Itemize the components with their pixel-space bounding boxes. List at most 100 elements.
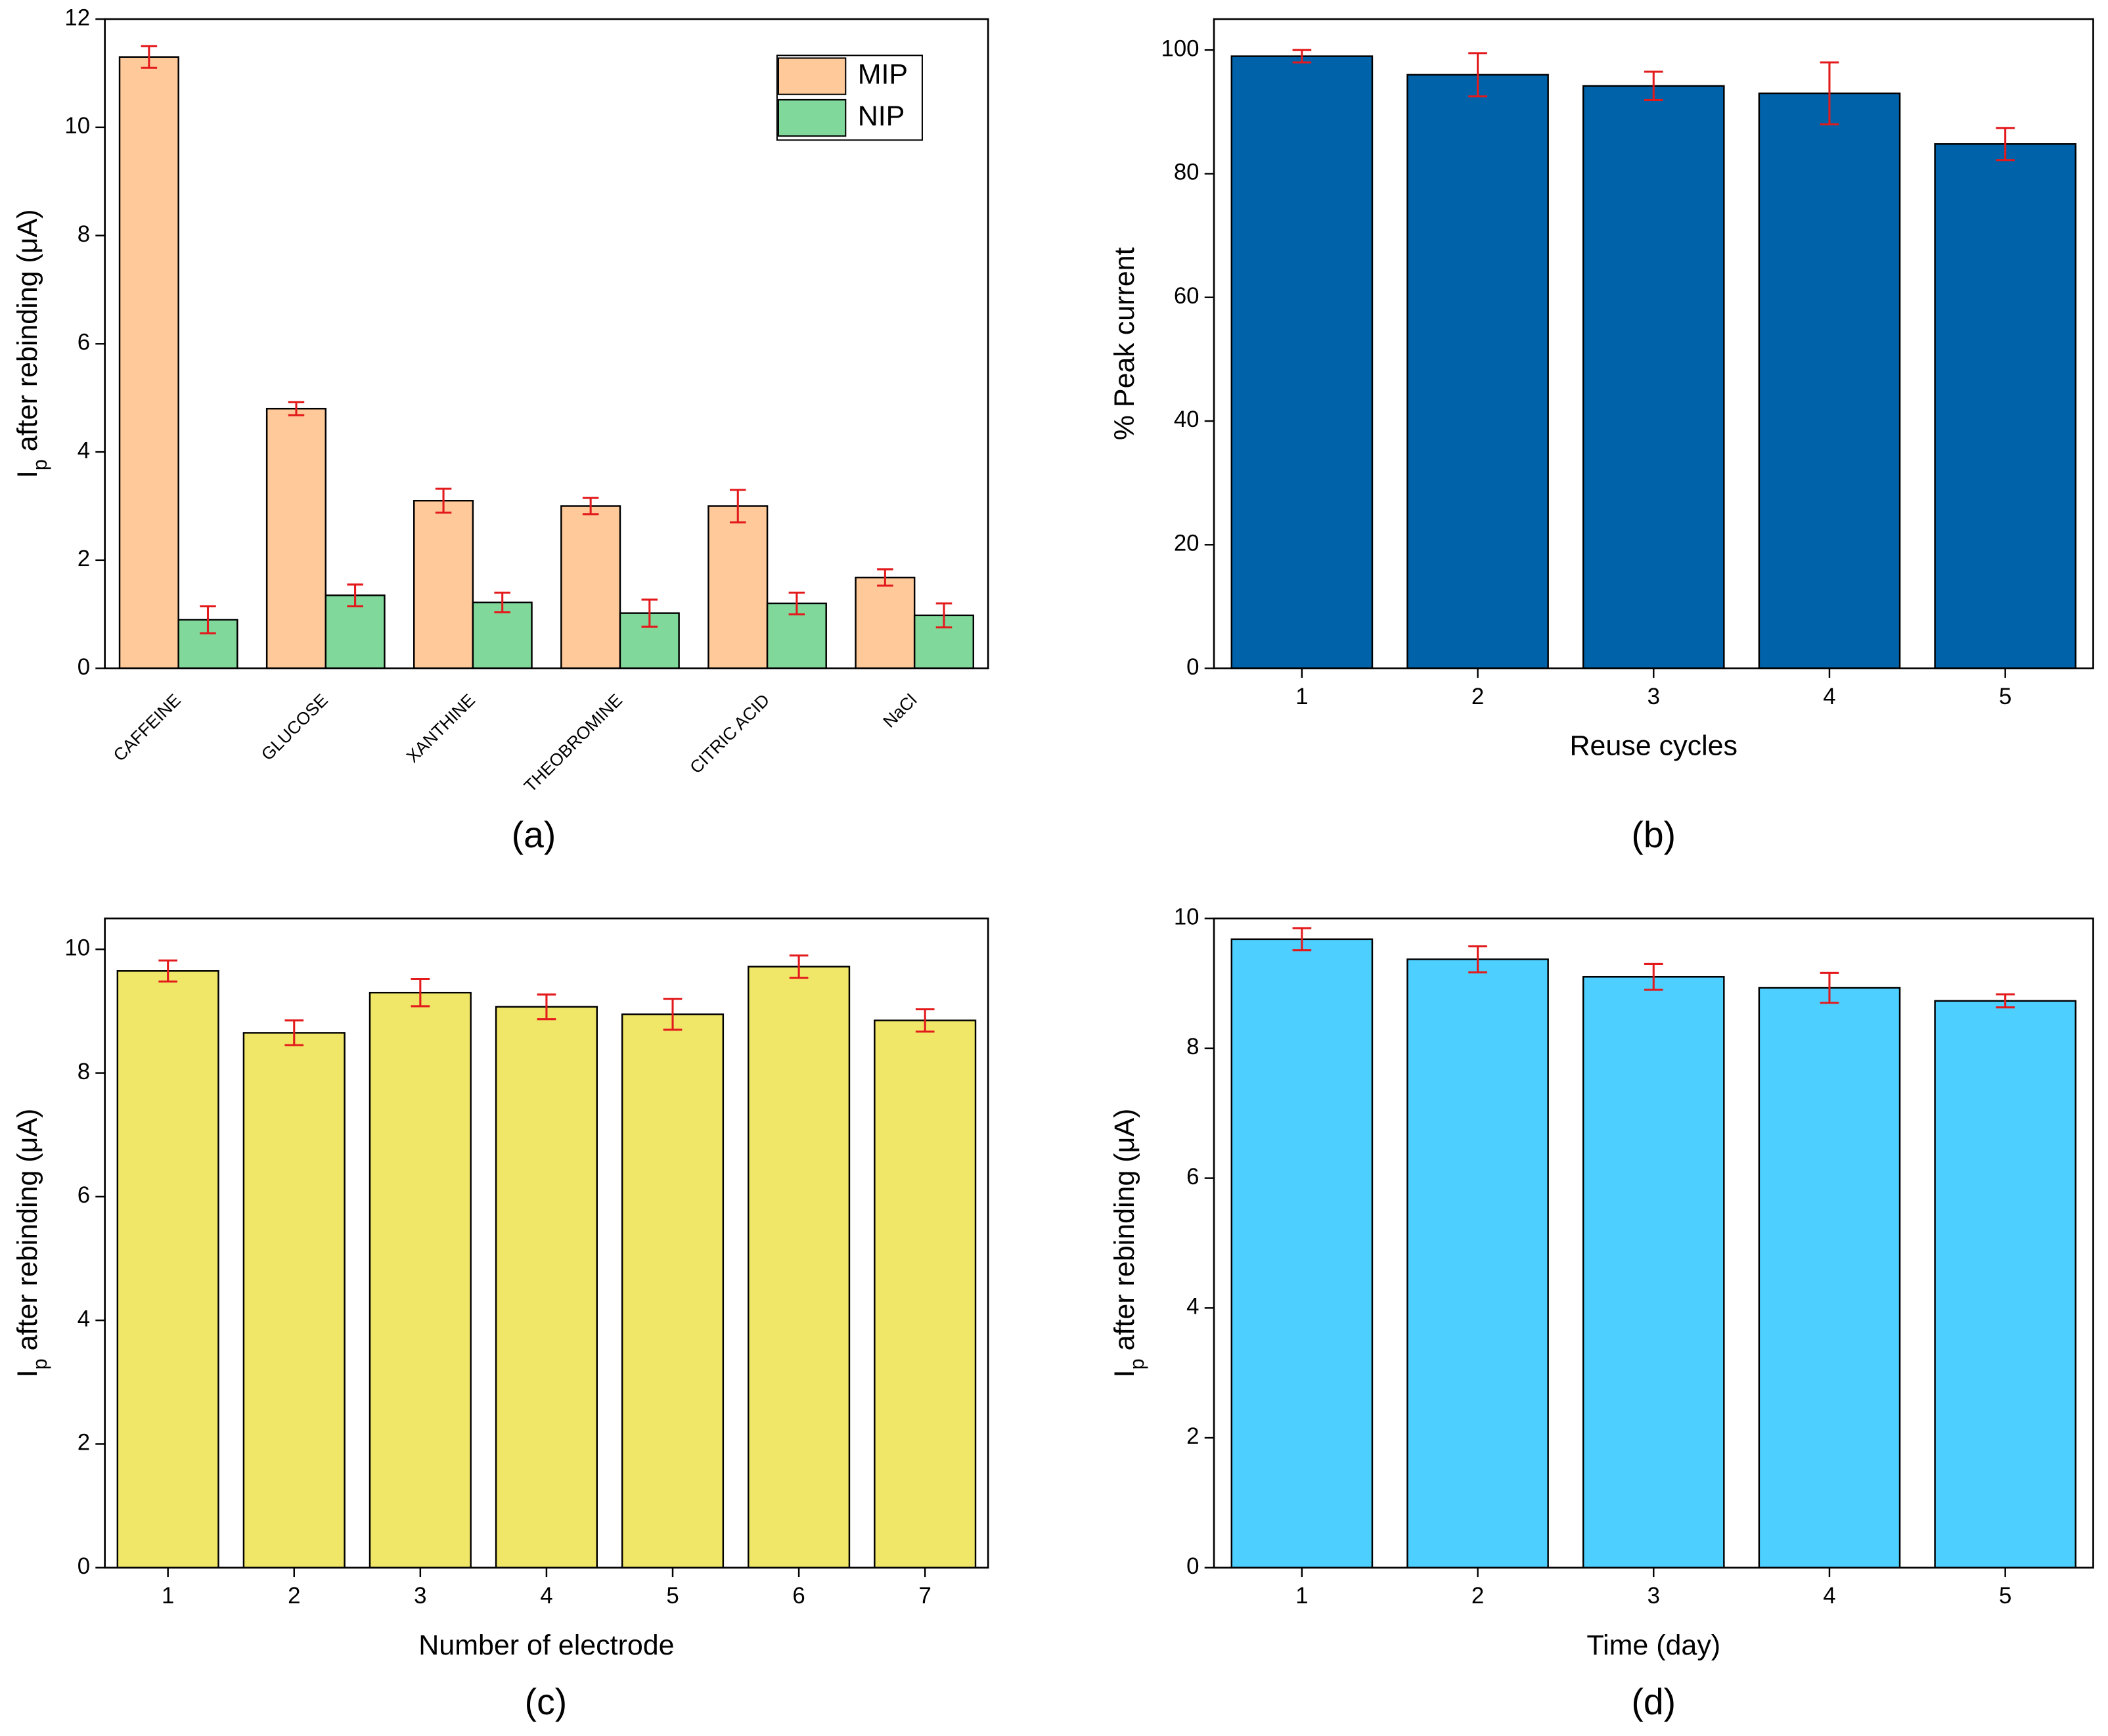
y-tick-label: 4 (78, 438, 90, 463)
bar (1934, 143, 2076, 669)
error-bar (877, 568, 893, 587)
error-bar (141, 45, 158, 69)
y-tick-label: 60 (1174, 284, 1200, 309)
y-tick-label: 100 (1161, 36, 1199, 61)
bar (560, 505, 621, 669)
panel-caption: (d) (1631, 1681, 1676, 1722)
bar (369, 991, 472, 1569)
x-tick-label: 5 (1999, 684, 2011, 709)
y-tick-label: 2 (78, 546, 90, 571)
error-bar (1644, 70, 1663, 101)
error-bar (158, 959, 178, 983)
plot-frame (104, 18, 989, 669)
bar (1406, 958, 1549, 1569)
plot-frame (1213, 18, 2094, 669)
panel-caption: (c) (525, 1681, 567, 1722)
x-tick-label: 5 (666, 1584, 679, 1609)
x-axis-title: Number of electrode (418, 1630, 674, 1661)
bar (242, 1032, 346, 1569)
x-tick-label: CITRIC ACID (686, 690, 773, 778)
x-tick-label: NaCl (879, 690, 920, 732)
legend-swatch (777, 99, 847, 137)
error-bar (788, 591, 805, 615)
bar (495, 1006, 598, 1569)
bar (707, 505, 769, 669)
y-tick-label: 20 (1174, 531, 1200, 556)
y-axis-title-part: p (28, 1358, 51, 1369)
y-tick-label: 0 (1186, 1554, 1199, 1579)
x-tick-label: 2 (1471, 1584, 1484, 1609)
y-tick-label: 6 (78, 1183, 90, 1208)
bar (855, 576, 916, 669)
error-bar (537, 993, 556, 1021)
y-tick-label: 40 (1174, 407, 1200, 432)
error-bar (494, 591, 510, 613)
bar (1582, 85, 1725, 669)
y-axis-title-part: after rebinding (μA) (12, 1109, 43, 1359)
y-axis-title: Ip after rebinding (μA) (12, 210, 51, 479)
y-tick-label: 8 (78, 1059, 90, 1084)
x-tick-label: 7 (919, 1584, 931, 1609)
x-tick-label: 4 (1823, 684, 1835, 709)
error-bar (1292, 927, 1312, 952)
error-bar (663, 998, 683, 1031)
y-axis-title: Ip after rebinding (μA) (12, 1109, 51, 1378)
bar (116, 970, 219, 1569)
error-bar (1292, 49, 1312, 64)
error-bar (1820, 61, 1839, 125)
error-bar (915, 1008, 935, 1033)
y-axis-title-part: after rebinding (μA) (12, 210, 43, 460)
x-tick-label: 3 (1648, 1584, 1660, 1609)
y-tick-label: 4 (78, 1306, 90, 1331)
plot-frame (1213, 917, 2094, 1569)
y-axis-title: % Peak current (1109, 247, 1140, 440)
plot-frame (104, 917, 989, 1569)
y-tick-label: 0 (78, 1554, 90, 1579)
y-axis-title-part: p (1125, 1358, 1148, 1369)
x-tick-label: 3 (1648, 684, 1660, 709)
panel-caption: (b) (1631, 814, 1676, 855)
error-bar (284, 1019, 304, 1046)
y-tick-label: 2 (1186, 1424, 1199, 1449)
y-tick-label: 0 (1186, 655, 1199, 680)
error-bar (347, 583, 363, 608)
x-tick-label: GLUCOSE (258, 690, 332, 765)
error-bar (641, 598, 658, 628)
y-axis-title-part: I (12, 470, 43, 478)
y-axis-title-part: I (12, 1369, 43, 1377)
y-tick-label: 0 (78, 655, 90, 680)
error-bar (935, 602, 953, 629)
error-bar (1468, 52, 1487, 98)
error-bar (200, 605, 216, 634)
y-tick-label: 10 (1174, 904, 1200, 929)
x-tick-label: 4 (540, 1584, 552, 1609)
bar (874, 1019, 977, 1569)
y-tick-label: 2 (78, 1431, 90, 1456)
legend-swatch (777, 57, 847, 95)
y-tick-label: 10 (64, 936, 90, 961)
y-tick-label: 4 (1186, 1295, 1199, 1320)
x-tick-label: 1 (1295, 684, 1308, 709)
legend-label: MIP (858, 58, 908, 90)
y-axis-title-part: after rebinding (μA) (1109, 1109, 1140, 1359)
y-axis-title-part: I (1109, 1369, 1140, 1377)
error-bar (1996, 993, 2015, 1009)
bar (1230, 55, 1374, 669)
bar (1758, 987, 1901, 1569)
y-axis-title-part: p (28, 459, 51, 470)
y-tick-label: 10 (64, 114, 90, 139)
bar (118, 56, 179, 669)
error-bar (1468, 945, 1487, 973)
panel-caption: (a) (512, 814, 556, 855)
bar (621, 1013, 725, 1569)
bar (1582, 975, 1725, 1569)
bar (748, 966, 851, 1569)
x-tick-label: 2 (288, 1584, 300, 1609)
bar (265, 407, 327, 669)
y-tick-label: 8 (78, 222, 90, 247)
error-bar (435, 487, 452, 514)
x-tick-label: XANTHINE (403, 690, 479, 767)
error-bar (1820, 971, 1839, 1004)
